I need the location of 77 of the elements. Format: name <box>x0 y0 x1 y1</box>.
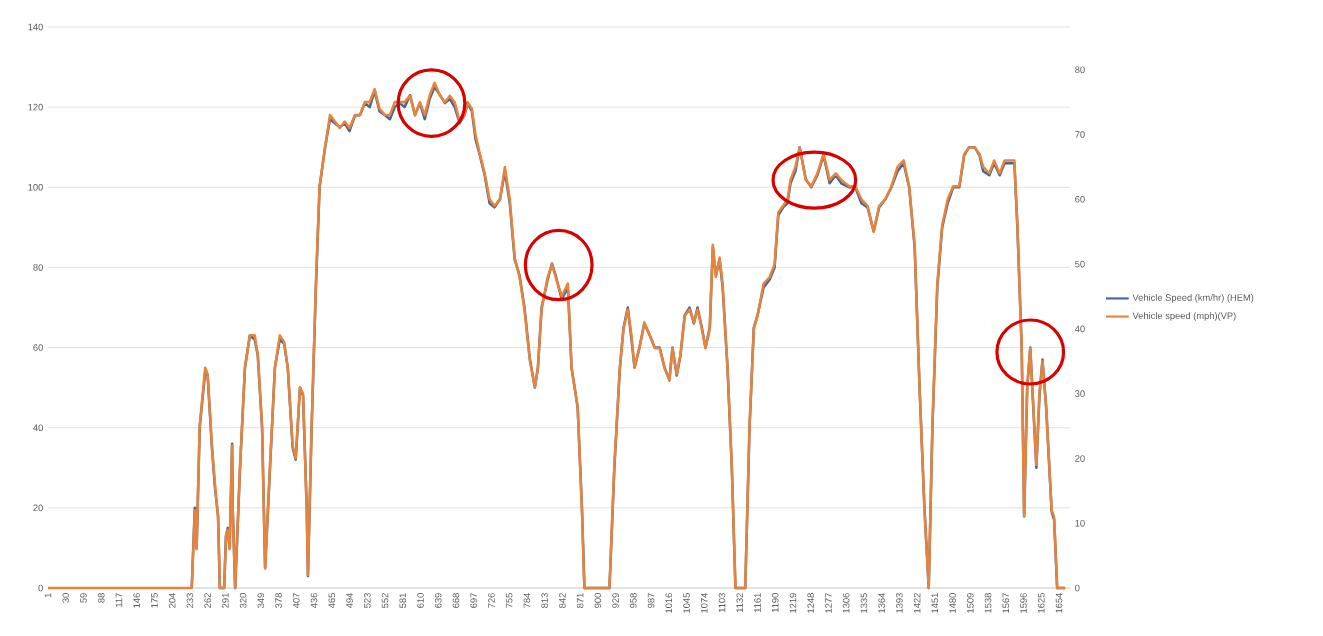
x-tick-label: 581 <box>399 593 407 608</box>
y2-tick-label: 0 <box>1075 584 1080 592</box>
x-tick-label: 291 <box>222 593 229 608</box>
x-tick-label: 1422 <box>913 593 921 613</box>
y2-tick-label: 40 <box>1074 325 1085 333</box>
x-tick-label: 233 <box>186 593 194 608</box>
x-tick-label: 1161 <box>754 593 761 613</box>
x-tick-label: 175 <box>151 593 158 608</box>
y2-tick-label: 20 <box>1075 455 1085 462</box>
x-tick-label: 349 <box>257 593 265 608</box>
x-tick-label: 494 <box>346 592 353 609</box>
x-tick-label: 1306 <box>842 593 850 613</box>
x-tick-label: 1567 <box>1002 593 1010 613</box>
x-tick-label: 30 <box>62 593 70 603</box>
x-tick-label: 204 <box>168 592 176 608</box>
y-tick-label: 140 <box>28 23 43 31</box>
x-tick-label: 1654 <box>1055 592 1063 613</box>
y2-tick-label: 30 <box>1075 390 1085 397</box>
x-tick-label: 1364 <box>878 592 885 613</box>
x-tick-label: 1596 <box>1020 593 1027 613</box>
x-tick-label: 378 <box>275 593 282 608</box>
x-tick-label: 871 <box>576 593 584 608</box>
x-tick-label: 1248 <box>807 593 814 613</box>
x-tick-label: 987 <box>647 593 655 608</box>
x-tick-label: 1335 <box>860 593 868 613</box>
x-tick-label: 59 <box>80 593 87 603</box>
x-tick-label: 697 <box>470 593 477 608</box>
x-tick-label: 262 <box>204 593 211 608</box>
x-tick-label: 900 <box>594 593 602 608</box>
x-tick-label: 639 <box>434 593 442 608</box>
x-tick-label: 610 <box>417 593 424 608</box>
y-tick-label: 80 <box>33 264 43 271</box>
x-tick-label: 842 <box>559 593 566 608</box>
legend-label: Vehicle speed (mph)(VP) <box>1132 312 1236 321</box>
y-tick-label: 120 <box>28 103 43 111</box>
y-tick-label: 60 <box>33 344 43 351</box>
x-tick-label: 958 <box>630 593 637 608</box>
x-tick-label: 320 <box>239 593 247 608</box>
y2-tick-label: 10 <box>1075 519 1085 527</box>
x-tick-label: 1393 <box>896 593 903 613</box>
y2-tick-label: 70 <box>1075 131 1085 138</box>
x-tick-label: 1538 <box>984 593 992 613</box>
x-tick-label: 1219 <box>789 593 797 613</box>
x-tick-label: 1074 <box>700 592 708 613</box>
x-tick-label: 465 <box>328 593 336 609</box>
x-tick-label: 1103 <box>718 593 726 613</box>
x-tick-label: 1480 <box>949 593 956 613</box>
x-tick-label: 929 <box>612 593 619 608</box>
legend-label: Vehicle Speed (km/hr) (HEM) <box>1132 294 1254 303</box>
x-tick-label: 146 <box>133 593 140 608</box>
x-tick-label: 1625 <box>1037 593 1045 613</box>
y-tick-label: 40 <box>33 424 43 432</box>
x-tick-label: 117 <box>115 593 123 607</box>
x-tick-label: 784 <box>523 592 531 608</box>
x-tick-label: 1045 <box>683 593 690 613</box>
x-tick-label: 1 <box>44 593 52 598</box>
y-tick-label: 0 <box>38 584 43 592</box>
x-tick-label: 813 <box>541 593 548 608</box>
x-tick-label: 1190 <box>771 593 779 613</box>
x-tick-label: 552 <box>381 593 389 608</box>
x-tick-label: 407 <box>293 593 300 609</box>
x-tick-label: 523 <box>363 593 371 608</box>
x-tick-label: 1277 <box>825 593 832 613</box>
y2-tick-label: 80 <box>1075 66 1085 74</box>
y2-tick-label: 50 <box>1075 260 1085 268</box>
x-tick-label: 1132 <box>736 593 744 613</box>
y2-tick-label: 60 <box>1075 196 1085 203</box>
x-tick-label: 668 <box>452 593 460 608</box>
x-tick-label: 1451 <box>931 593 939 613</box>
x-tick-label: 726 <box>488 593 495 608</box>
x-tick-label: 1509 <box>967 593 974 613</box>
x-tick-label: 1016 <box>665 593 673 613</box>
x-tick-label: 755 <box>505 593 513 608</box>
y-tick-label: 100 <box>28 183 43 191</box>
x-tick-label: 88 <box>97 593 105 603</box>
y-tick-label: 20 <box>33 504 43 512</box>
x-tick-label: 436 <box>310 593 318 609</box>
